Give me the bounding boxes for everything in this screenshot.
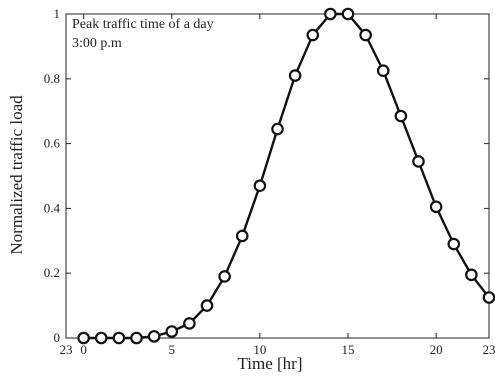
data-point — [288, 69, 302, 82]
x-axis-label: Time [hr] — [237, 354, 302, 373]
y-tick-label: 0.4 — [44, 200, 61, 215]
series-layer — [77, 7, 495, 345]
data-point — [218, 270, 231, 283]
x-tick-label: 0 — [80, 342, 87, 357]
data-point — [447, 237, 461, 251]
annotation-line-1: Peak traffic time of a day — [72, 17, 214, 32]
axes — [65, 13, 490, 339]
plot-frame — [65, 13, 490, 339]
x-tick-label: 5 — [169, 342, 176, 357]
data-point — [200, 299, 214, 312]
data-point — [130, 331, 143, 345]
data-point — [412, 155, 425, 168]
data-point — [429, 200, 443, 214]
data-point — [147, 330, 161, 343]
y-tick-label: 0.2 — [44, 265, 60, 280]
data-point — [324, 7, 337, 21]
annotation-line-2: 3:00 p.m — [72, 36, 122, 51]
y-tick-label: 0.6 — [44, 136, 61, 151]
data-point — [465, 268, 478, 282]
data-point — [306, 28, 320, 42]
series-line — [83, 12, 490, 340]
data-point — [394, 109, 408, 123]
data-point — [341, 7, 355, 21]
x-tick-label: 23 — [483, 342, 495, 357]
x-tick-label: 10 — [253, 342, 266, 357]
y-tick-label: 1 — [54, 6, 61, 21]
y-tick-label: 0.8 — [44, 71, 60, 86]
data-point — [253, 179, 267, 193]
y-axis-label: Normalized traffic load — [7, 95, 26, 255]
data-point — [235, 229, 249, 243]
data-point — [183, 317, 196, 330]
y-tick-label: 0 — [54, 330, 61, 345]
x-tick-label: 23 — [60, 342, 73, 357]
data-point — [77, 331, 90, 345]
x-tick-label: 15 — [342, 342, 355, 357]
data-point — [112, 331, 126, 345]
data-point — [271, 122, 284, 136]
data-point — [165, 325, 179, 338]
data-point — [482, 291, 495, 304]
data-point — [376, 64, 390, 77]
data-point — [359, 28, 372, 42]
data-point — [94, 331, 108, 345]
x-tick-label: 20 — [430, 342, 443, 357]
